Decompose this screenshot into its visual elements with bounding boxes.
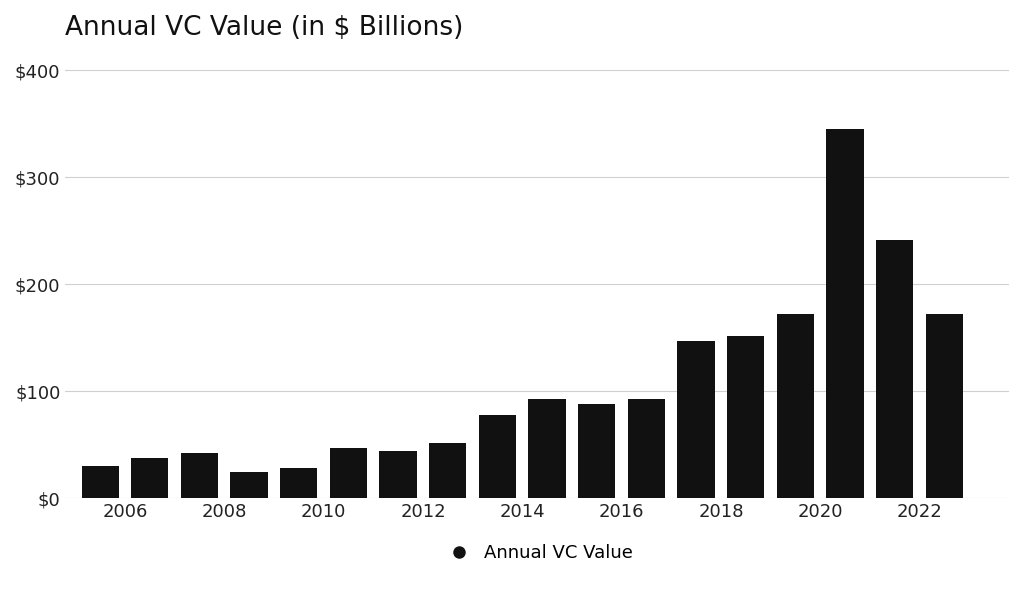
Bar — [330, 448, 367, 499]
Bar — [628, 399, 665, 499]
Bar — [826, 130, 863, 499]
Bar — [926, 314, 963, 499]
Bar — [281, 468, 317, 499]
Bar — [181, 454, 218, 499]
Bar — [528, 399, 565, 499]
Text: Annual VC Value (in $ Billions): Annual VC Value (in $ Billions) — [66, 15, 464, 41]
Bar — [727, 336, 764, 499]
Bar — [678, 341, 715, 499]
Bar — [131, 457, 168, 499]
Bar — [777, 314, 814, 499]
Bar — [380, 451, 417, 499]
Bar — [479, 415, 516, 499]
Bar — [877, 239, 913, 499]
Bar — [82, 466, 119, 499]
Bar — [230, 472, 267, 499]
Bar — [429, 443, 466, 499]
Bar — [579, 404, 615, 499]
Legend: Annual VC Value: Annual VC Value — [434, 537, 640, 569]
